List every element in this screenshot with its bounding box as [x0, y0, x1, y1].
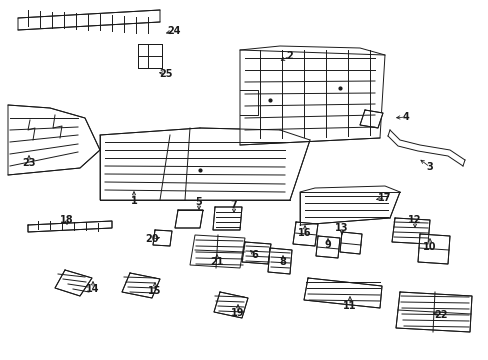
Text: 20: 20 [145, 234, 159, 244]
Polygon shape [304, 278, 381, 308]
Polygon shape [417, 234, 449, 264]
Polygon shape [55, 270, 92, 296]
Text: 17: 17 [378, 193, 391, 203]
Text: 23: 23 [22, 158, 36, 168]
Polygon shape [190, 235, 244, 268]
Text: 9: 9 [324, 240, 331, 250]
Polygon shape [175, 210, 203, 228]
Polygon shape [267, 248, 291, 274]
Polygon shape [18, 10, 160, 30]
Text: 19: 19 [231, 308, 244, 318]
Polygon shape [100, 128, 309, 200]
Polygon shape [213, 207, 242, 230]
Text: 5: 5 [195, 197, 202, 207]
Polygon shape [122, 273, 160, 298]
Text: 25: 25 [159, 69, 172, 79]
Polygon shape [391, 218, 429, 244]
Polygon shape [153, 230, 172, 246]
Text: 22: 22 [433, 310, 447, 320]
Polygon shape [315, 236, 339, 258]
Polygon shape [28, 221, 112, 232]
Polygon shape [395, 292, 471, 332]
Text: 21: 21 [210, 257, 224, 267]
Text: 16: 16 [298, 228, 311, 238]
Text: 15: 15 [148, 286, 162, 296]
Text: 3: 3 [426, 162, 432, 172]
Polygon shape [8, 105, 100, 175]
Polygon shape [359, 110, 382, 128]
Text: 14: 14 [86, 284, 100, 294]
Text: 12: 12 [407, 215, 421, 225]
Polygon shape [240, 46, 384, 145]
Text: 6: 6 [251, 250, 258, 260]
Text: 10: 10 [423, 242, 436, 252]
Text: 18: 18 [60, 215, 74, 225]
Text: 1: 1 [130, 196, 137, 206]
Polygon shape [299, 186, 399, 225]
Text: 4: 4 [402, 112, 408, 122]
Text: 2: 2 [286, 51, 293, 61]
Polygon shape [214, 292, 247, 318]
Text: 13: 13 [335, 223, 348, 233]
Polygon shape [339, 232, 361, 254]
Text: 7: 7 [230, 200, 237, 210]
Text: 24: 24 [167, 26, 181, 36]
Polygon shape [138, 44, 162, 68]
Text: 8: 8 [279, 257, 286, 267]
Polygon shape [242, 242, 270, 264]
Text: 11: 11 [343, 301, 356, 311]
Polygon shape [292, 222, 317, 246]
